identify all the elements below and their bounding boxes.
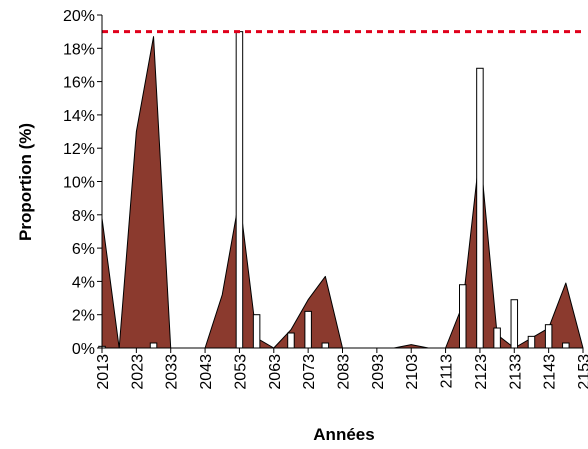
y-tick-label: 6% [72, 241, 95, 258]
y-tick-label: 2% [72, 308, 95, 325]
y-tick-label: 12% [63, 141, 95, 158]
bar [149, 342, 158, 349]
x-tick-label: 2043 [198, 354, 215, 390]
x-tick-label: 2123 [473, 354, 490, 390]
x-tick-label: 2023 [129, 354, 146, 390]
x-tick-label: 2073 [301, 354, 318, 390]
y-tick-label: 20% [63, 8, 95, 25]
x-tick-label: 2153 [576, 354, 588, 390]
x-tick-label: 2053 [232, 354, 249, 390]
bar [235, 31, 244, 349]
bar [304, 310, 312, 349]
x-tick-label: 2103 [404, 354, 421, 390]
y-tick-label: 16% [63, 75, 95, 92]
axis-ticks: 0% 2% 4% 6% 8% 10% 12% 14% 16% 18% 20% 2013 2023 2033… [63, 8, 588, 390]
y-tick-label: 4% [72, 274, 95, 291]
plot-area [98, 30, 584, 349]
x-tick-label: 2143 [542, 354, 559, 390]
x-tick-label: 2133 [507, 354, 524, 390]
x-tick-label: 2013 [95, 354, 112, 390]
bar [510, 299, 519, 349]
bar [527, 335, 536, 349]
y-tick-label: 14% [63, 108, 95, 125]
bar [287, 332, 295, 349]
y-tick-label: 0% [72, 341, 95, 358]
bar [321, 342, 330, 349]
y-tick-label: 10% [63, 175, 95, 192]
x-tick-label: 2063 [267, 354, 284, 390]
bar [493, 327, 501, 349]
y-tick-label: 18% [63, 41, 95, 58]
x-axis-title: Années [313, 425, 374, 444]
x-tick-label: 2093 [370, 354, 387, 390]
x-tick-label: 2113 [439, 354, 456, 389]
y-axis-title: Proportion (%) [16, 123, 35, 241]
x-tick-label: 2033 [164, 354, 181, 390]
bar [459, 284, 467, 349]
x-tick-label: 2083 [336, 354, 353, 390]
y-tick-label: 8% [72, 208, 95, 225]
bar [562, 342, 570, 349]
bar [544, 324, 553, 349]
bar [252, 314, 261, 349]
bar [476, 67, 484, 349]
